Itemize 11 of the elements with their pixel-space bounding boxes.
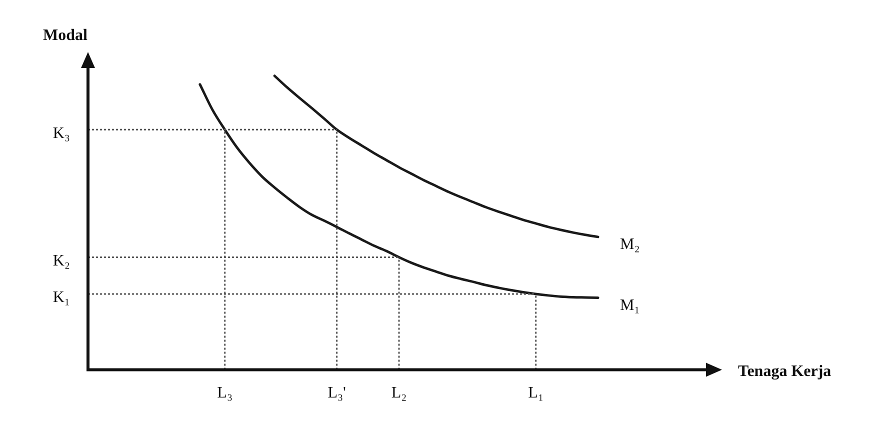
x-tick-label: L₃': [328, 384, 346, 402]
ref-line-label: K₁: [52, 289, 70, 306]
y-axis-title: Modal: [43, 27, 88, 44]
ref-line-label: K₃: [52, 124, 70, 142]
series-label: M₂: [620, 236, 640, 254]
x-axis-title: Tenaga Kerja: [738, 362, 832, 380]
ref-line-label: K₂: [52, 252, 70, 270]
x-tick-label: L₃: [217, 384, 233, 402]
x-tick-label: L₁: [528, 384, 544, 402]
x-tick-label: L₂: [391, 384, 407, 402]
series-label: M₁: [620, 296, 640, 314]
